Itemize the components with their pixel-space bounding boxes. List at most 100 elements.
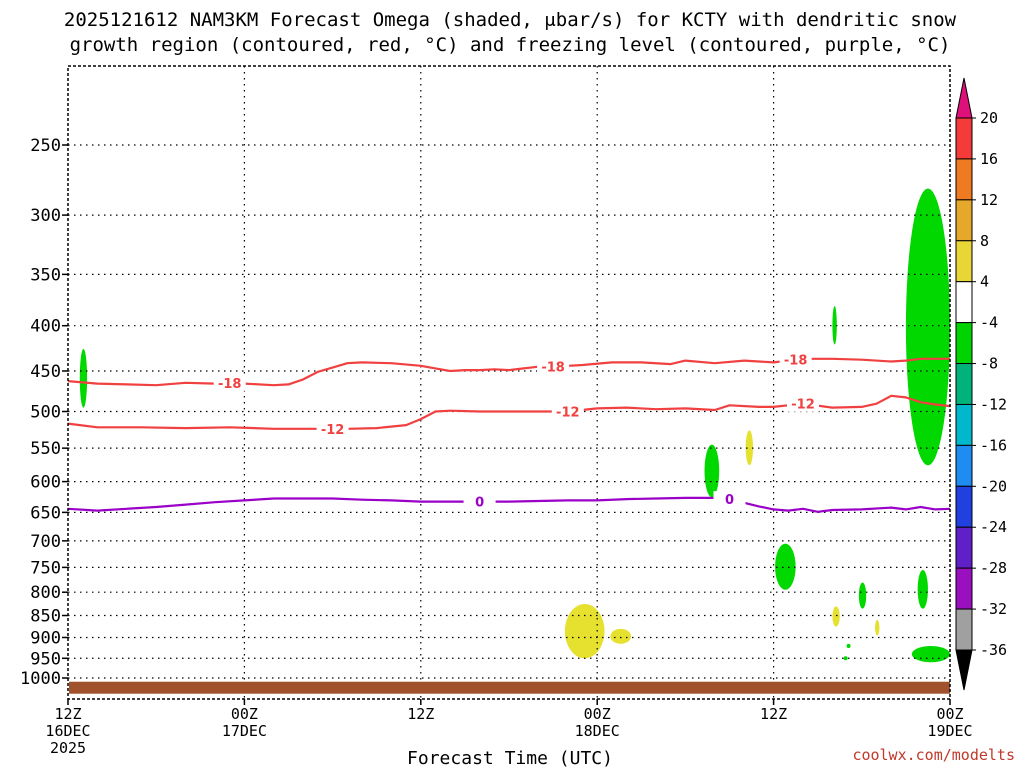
colorbar-bin-1 <box>955 158 973 201</box>
contour-line-0 <box>67 357 950 387</box>
contour-label-bg <box>551 403 584 420</box>
omega-region-13 <box>745 430 754 466</box>
ytick-label-550: 550 <box>30 439 61 459</box>
contour-label-bg <box>463 493 496 510</box>
contour-label-bg <box>213 374 246 391</box>
colorbar-top-arrow <box>955 77 973 119</box>
contour-layer: -18 -18 -18 -12 -12 -12 0 0 <box>67 351 951 513</box>
ytick-label-800: 800 <box>30 583 61 603</box>
colorbar-label-0: 20 <box>980 109 998 127</box>
colorbar-label-8: -16 <box>980 436 1007 454</box>
xtick-label-0-2: 2025 <box>50 739 86 757</box>
xtick-label-24-0: 12Z <box>407 705 434 723</box>
ground-layer <box>69 681 950 694</box>
colorbar: 20 16 12 8 4 -4 -8 -12 -16 -20 -24 -28 -32 -36 <box>955 77 1007 691</box>
ytick-label-500: 500 <box>30 403 61 423</box>
ytick-label-600: 600 <box>30 473 61 493</box>
xtick-label-36-0: 00Z <box>584 705 611 723</box>
contour-label-bg <box>779 351 812 368</box>
contour-line-2 <box>67 496 951 513</box>
contour-label-bg <box>537 358 570 375</box>
xtick-label-48-0: 12Z <box>760 705 787 723</box>
contour-label-2-1: 0 <box>725 493 734 508</box>
omega-region-3 <box>832 305 837 345</box>
colorbar-bin-4 <box>955 281 973 324</box>
ytick-label-950: 950 <box>30 649 61 669</box>
colorbar-bin-0 <box>955 117 973 160</box>
colorbar-bin-8 <box>955 444 973 487</box>
colorbar-bin-6 <box>955 363 973 405</box>
omega-region-10 <box>905 188 950 466</box>
ytick-label-350: 350 <box>30 265 61 285</box>
colorbar-label-4: 4 <box>980 273 989 291</box>
colorbar-label-1: 16 <box>980 150 998 168</box>
colorbar-label-11: -28 <box>980 559 1007 577</box>
contour-label-0-0: -18 <box>218 377 242 392</box>
omega-region-0 <box>79 349 88 408</box>
xtick-label-36-1: 18DEC <box>575 722 620 740</box>
contour-label-2-0: 0 <box>475 496 484 511</box>
ytick-label-300: 300 <box>30 206 61 226</box>
omega-shading-layer <box>79 188 950 663</box>
ytick-label-850: 850 <box>30 607 61 627</box>
ytick-label-900: 900 <box>30 628 61 648</box>
colorbar-label-5: -4 <box>980 314 998 332</box>
chart-title-line1: 2025121612 NAM3KM Forecast Omega (shaded… <box>64 9 957 31</box>
colorbar-label-6: -8 <box>980 355 998 373</box>
colorbar-bin-9 <box>955 485 973 528</box>
colorbar-label-10: -24 <box>980 518 1007 536</box>
colorbar-label-9: -20 <box>980 477 1007 495</box>
chart-title-line2: growth region (contoured, red, °C) and f… <box>70 34 951 56</box>
omega-region-2 <box>775 543 796 590</box>
colorbar-label-2: 12 <box>980 191 998 209</box>
xtick-label-0-0: 12Z <box>54 705 81 723</box>
ytick-label-400: 400 <box>30 317 61 337</box>
omega-region-7 <box>911 645 950 663</box>
omega-region-1 <box>704 444 720 498</box>
omega-region-9 <box>843 656 848 661</box>
contour-label-0-2: -18 <box>784 354 808 369</box>
xtick-label-12-0: 00Z <box>231 705 258 723</box>
contour-label-bg <box>787 395 819 412</box>
omega-region-8 <box>846 643 851 649</box>
contour-label-1-0: -12 <box>321 423 345 438</box>
colorbar-bin-5 <box>955 322 973 365</box>
plot-frame <box>67 65 951 700</box>
credit-link[interactable]: coolwx.com/modelts <box>852 746 1015 764</box>
contour-label-bg <box>316 420 349 437</box>
ytick-label-250: 250 <box>30 136 61 156</box>
colorbar-label-3: 8 <box>980 232 989 250</box>
omega-region-4 <box>858 582 867 609</box>
ytick-label-650: 650 <box>30 503 61 523</box>
colorbar-bottom-arrow <box>955 649 973 691</box>
xtick-label-12-1: 17DEC <box>222 722 267 740</box>
contour-label-1-1: -12 <box>556 406 580 421</box>
colorbar-bin-2 <box>955 199 973 242</box>
omega-region-15 <box>875 620 880 636</box>
omega-region-11 <box>564 604 605 659</box>
ytick-label-1000: 1000 <box>20 669 61 689</box>
omega-region-12 <box>610 628 632 644</box>
ytick-label-750: 750 <box>30 558 61 578</box>
ytick-label-700: 700 <box>30 532 61 552</box>
ground-fill <box>69 681 950 694</box>
contour-label-bg <box>713 491 746 508</box>
y-axis: 2503003504004505005506006507007508008509… <box>20 136 68 689</box>
contour-label-1-2: -12 <box>791 398 815 413</box>
colorbar-bin-11 <box>955 567 973 610</box>
colorbar-label-12: -32 <box>980 600 1007 618</box>
ytick-label-450: 450 <box>30 362 61 382</box>
colorbar-bin-7 <box>955 403 973 446</box>
colorbar-bin-10 <box>955 526 973 569</box>
xtick-label-60-1: 19DEC <box>927 722 972 740</box>
colorbar-bin-12 <box>955 608 973 651</box>
x-axis-label: Forecast Time (UTC) <box>407 748 613 768</box>
colorbar-label-13: -36 <box>980 641 1007 659</box>
omega-region-5 <box>917 569 928 609</box>
xtick-label-0-1: 16DEC <box>45 722 90 740</box>
omega-region-14 <box>832 606 840 627</box>
colorbar-bin-3 <box>955 240 973 283</box>
contour-label-0-1: -18 <box>541 361 565 376</box>
